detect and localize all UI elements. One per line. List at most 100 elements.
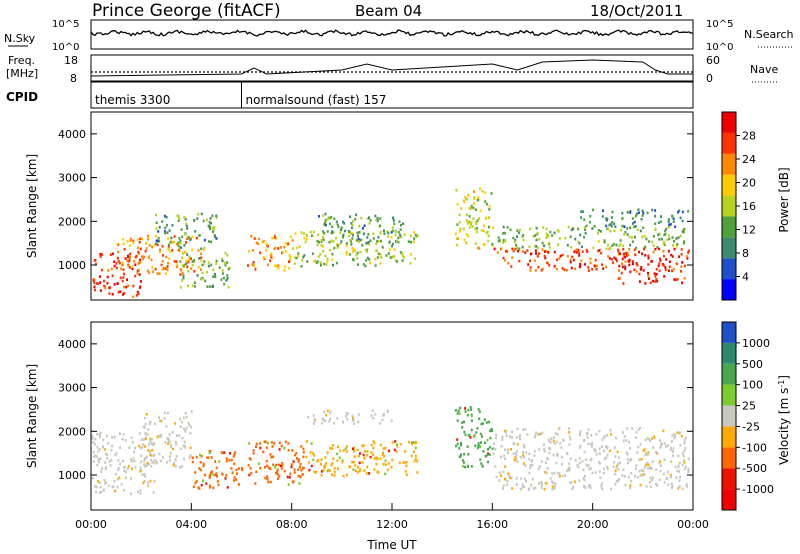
echo-cell [215,262,218,265]
echo-cell [503,454,506,457]
echo-cell [339,231,342,234]
echo-cell [96,463,99,467]
echo-cell [591,445,593,448]
echo-cell [114,489,117,493]
echo-cell [416,471,419,474]
echo-cell [120,483,123,486]
echo-cell [479,209,482,213]
echo-cell [211,285,214,288]
echo-cell [259,446,262,450]
echo-cell [658,232,661,236]
echo-cell [147,428,150,431]
echo-cell [331,462,334,465]
echo-cell [346,473,348,477]
echo-cell [480,422,483,426]
echo-cell [228,459,231,462]
echo-cell [381,418,384,422]
echo-cell [467,408,470,412]
echo-cell [358,231,361,234]
echo-cell [361,243,364,247]
echo-cell [468,206,471,210]
echo-cell [183,444,186,448]
echo-cell [128,266,131,269]
echo-cell [515,483,518,486]
echo-cell [463,452,466,456]
echo-cell [327,468,330,472]
echo-cell [618,478,620,481]
echo-cell [180,228,183,231]
echo-cell [162,254,165,257]
echo-cell [497,236,500,239]
echo-cell [542,226,545,229]
echo-cell [626,458,629,461]
echo-cell [503,477,506,481]
echo-cell [480,462,483,465]
echo-cell [516,235,518,238]
echo-cell [255,442,258,446]
echo-cell [572,485,575,489]
echo-cell [388,240,391,244]
echo-cell [659,446,662,449]
echo-cell [97,480,99,483]
echo-cell [353,449,356,453]
echo-cell [534,269,537,272]
echo-cell [582,476,585,480]
echo-cell [197,212,200,216]
echo-cell [174,422,177,425]
echo-cell [216,475,218,478]
echo-cell [155,221,158,224]
echo-cell [281,251,284,254]
beam-label: Beam 04 [355,2,422,20]
echo-cell [132,241,135,244]
echo-cell [413,231,416,234]
echo-cell [98,491,101,494]
echo-cell [284,265,287,269]
colorbar-tick-label: 1000 [742,337,770,350]
echo-cell [131,441,134,444]
echo-cell [653,435,656,438]
freq-tick-top: 18 [64,54,78,67]
echo-cell [482,450,485,453]
echo-cell [597,249,600,253]
echo-cell [468,215,471,218]
echo-cell [148,255,151,258]
echo-cell [333,217,336,221]
echo-cell [487,448,489,451]
echo-cell [312,458,315,462]
echo-cell [641,214,644,217]
echo-cell [360,238,363,242]
echo-cell [95,485,98,489]
station-title: Prince George (fitACF) [92,1,281,21]
echo-cell [482,229,485,233]
echo-cell [552,439,555,443]
time-tick-label: 00:00 [75,518,107,531]
echo-cell [173,462,176,465]
echo-cell [139,466,142,470]
echo-cell [384,446,387,450]
echo-cell [218,460,221,463]
echo-cell [569,258,572,262]
echo-cell [615,436,618,440]
echo-cell [391,458,394,462]
echo-cell [194,481,197,485]
echo-cell [472,217,475,221]
echo-cell [562,439,565,442]
echo-cell [387,462,390,465]
echo-cell [529,464,532,467]
echo-cell [227,267,230,271]
echo-cell [642,269,645,272]
time-tick-label: 12:00 [376,518,408,531]
echo-cell [508,474,511,478]
echo-cell [506,226,509,229]
echo-cell [329,410,332,414]
echo-cell [269,453,272,456]
echo-cell [200,277,203,281]
echo-cell [629,211,632,214]
echo-cell [146,481,149,484]
echo-cell [358,469,361,473]
echo-cell [547,251,550,254]
echo-cell [269,480,272,484]
time-axis-label: Time UT [366,538,417,552]
echo-cell [626,452,629,456]
freq-label-2: [MHz] [6,67,38,80]
